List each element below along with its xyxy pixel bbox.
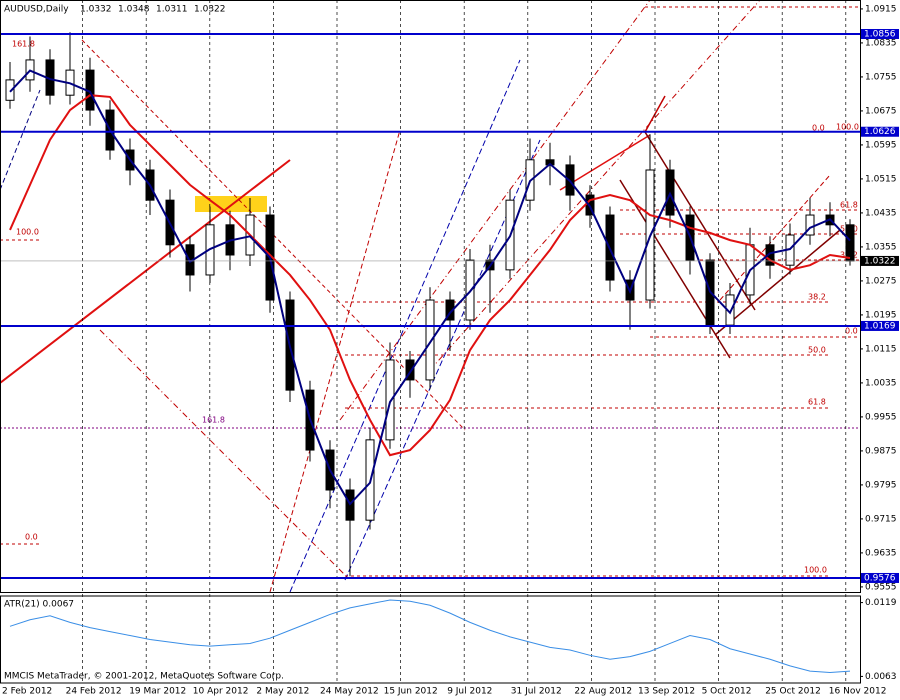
- x-tick-label: 24 May 2012: [320, 687, 379, 697]
- atr-title: ATR(21) 0.0067: [4, 600, 74, 610]
- fib-label: 100.0: [16, 228, 39, 237]
- main-frame: [0, 0, 861, 593]
- header-value: 1.0322: [194, 5, 226, 15]
- trend-line: [99, 329, 346, 576]
- y-tick-label: 0.9715: [865, 514, 897, 524]
- level-label-box: [861, 572, 899, 583]
- y-tick-label: 1.0435: [865, 208, 897, 218]
- moving-average: [9, 69, 851, 506]
- level-label: 1.0856: [864, 29, 896, 39]
- channel-line: [714, 229, 841, 336]
- y-tick-label: 1.0675: [865, 106, 897, 116]
- candle-body: [425, 299, 435, 381]
- channel-line: [429, 0, 761, 371]
- y-tick-label: 1.0835: [865, 38, 897, 48]
- fib-label: 161.8: [202, 416, 225, 425]
- x-tick-label: 19 Mar 2012: [129, 687, 186, 697]
- x-tick-label: 16 Nov 2012: [829, 687, 887, 697]
- x-tick-label: 15 Jun 2012: [384, 687, 438, 697]
- x-tick-label: 24 Feb 2012: [66, 687, 122, 697]
- fib-label: 100.0: [804, 566, 827, 575]
- level-label-box: [861, 320, 899, 331]
- level-label: 0.9576: [864, 573, 896, 583]
- header-value: 1.0332: [80, 5, 112, 15]
- symbol-title: AUDUSD,Daily: [4, 5, 69, 15]
- fib-label: 0.0: [25, 533, 38, 542]
- y-tick-label: 1.0035: [865, 378, 897, 388]
- x-tick-label: 2 May 2012: [256, 687, 309, 697]
- y-tick-label: 1.0595: [865, 140, 897, 150]
- fib-label: 161.8: [12, 40, 35, 49]
- fib-label: 50.0: [808, 346, 826, 355]
- y-tick-label: 0.9555: [865, 582, 897, 592]
- current-price-box: [861, 255, 899, 266]
- trend-line: [0, 89, 41, 191]
- y-tick-label: 1.0915: [865, 4, 897, 14]
- fib-label: 0.0: [845, 327, 858, 336]
- x-tick-label: 13 Sep 2012: [638, 687, 695, 697]
- trend-line: [0, 159, 291, 384]
- drawings: [0, 0, 860, 593]
- x-tick-label: 10 Apr 2012: [193, 687, 249, 697]
- candle-body: [385, 359, 395, 441]
- trend-line: [559, 134, 651, 191]
- candle-body: [5, 79, 15, 101]
- candle-body: [445, 299, 455, 321]
- candle-body: [845, 224, 855, 262]
- y-tick-label: 0.0063: [865, 672, 897, 682]
- atr-frame: [0, 595, 861, 684]
- y-tick-label: 0.9955: [865, 412, 897, 422]
- highlight-box: [195, 196, 267, 212]
- level-label-box: [861, 28, 899, 39]
- x-tick-label: 9 Jul 2012: [447, 687, 492, 697]
- current-price-label: 1.0322: [864, 256, 896, 266]
- moving-average: [9, 94, 851, 457]
- y-tick-label: 0.9875: [865, 446, 897, 456]
- footer: MMCIS MetaTrader, © 2001-2012, MetaQuote…: [4, 672, 284, 682]
- y-tick-label: 1.0115: [865, 344, 897, 354]
- fib-label: 100.0: [836, 123, 859, 132]
- header-value: 1.0348: [118, 5, 150, 15]
- level-label-box: [861, 126, 899, 137]
- candle-body: [405, 359, 415, 381]
- channel-line: [339, 0, 651, 421]
- y-tick-label: 1.0515: [865, 174, 897, 184]
- channel-line: [719, 174, 831, 301]
- y-tick-label: 1.0195: [865, 310, 897, 320]
- fib-label: 38.2: [808, 293, 826, 302]
- y-tick-label: 0.9635: [865, 548, 897, 558]
- header-value: 1.0311: [156, 5, 188, 15]
- y-tick-label: 0.9795: [865, 480, 897, 490]
- atr-line: [9, 599, 851, 673]
- x-tick-label: 5 Oct 2012: [702, 687, 752, 697]
- level-label: 1.0169: [864, 321, 896, 331]
- candle-body: [765, 244, 775, 266]
- y-tick-label: 1.0275: [865, 276, 897, 286]
- y-tick-label: 0.0119: [865, 598, 897, 608]
- y-tick-label: 1.0355: [865, 242, 897, 252]
- fib-label: 0.0: [812, 124, 825, 133]
- fib-label: 61.8: [808, 398, 826, 407]
- level-label: 1.0626: [864, 127, 896, 137]
- x-tick-label: 22 Aug 2012: [574, 687, 632, 697]
- y-tick-label: 1.0755: [865, 72, 897, 82]
- fib-label: 61.8: [840, 201, 858, 210]
- x-tick-label: 2 Feb 2012: [2, 687, 52, 697]
- x-tick-label: 31 Jul 2012: [511, 687, 562, 697]
- x-tick-label: 25 Oct 2012: [765, 687, 821, 697]
